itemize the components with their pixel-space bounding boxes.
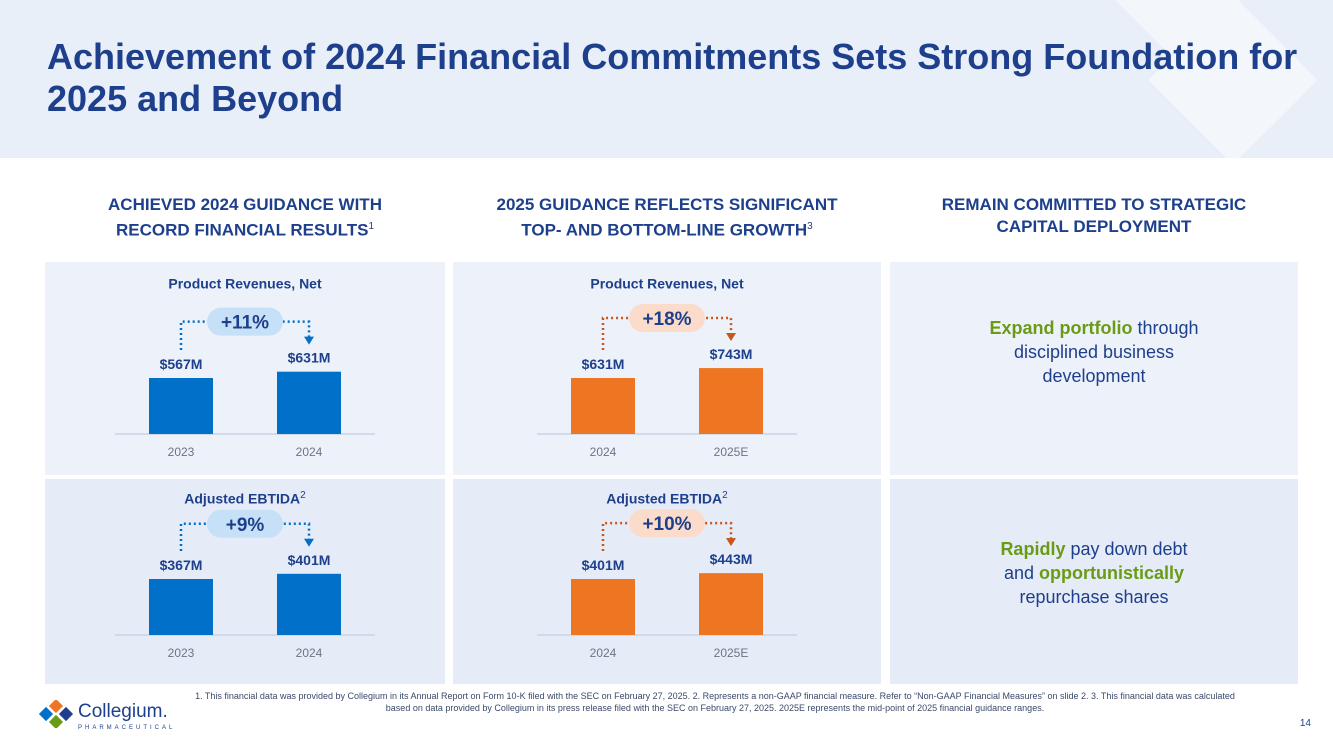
bar-2023 bbox=[149, 579, 213, 635]
data-label: $631M bbox=[582, 356, 625, 372]
page-title: Achievement of 2024 Financial Commitment… bbox=[47, 36, 1298, 119]
chart-title: Adjusted EBTIDA2 bbox=[453, 490, 881, 507]
strategy-section-debt: Rapidly pay down debt and opportunistica… bbox=[890, 479, 1298, 684]
growth-arrow-head bbox=[304, 538, 314, 547]
tick-label: 2025E bbox=[714, 445, 749, 459]
heading-line-2: TOP- AND BOTTOM-LINE GROWTH bbox=[521, 220, 808, 240]
strategy-text: and bbox=[1003, 563, 1040, 583]
strategy-text-portfolio: Expand portfolio through disciplined bus… bbox=[890, 316, 1298, 388]
growth-label: +9% bbox=[226, 515, 265, 536]
heading-line-2: CAPITAL DEPLOYMENT bbox=[996, 217, 1192, 236]
logo-subtitle: PHARMACEUTICAL bbox=[78, 725, 176, 731]
panel-heading: ACHIEVED 2024 GUIDANCE WITH RECORD FINAN… bbox=[45, 194, 445, 242]
data-label: $401M bbox=[288, 552, 331, 568]
growth-label: +10% bbox=[642, 514, 691, 535]
panel-2025-guidance: 2025 GUIDANCE REFLECTS SIGNIFICANT TOP- … bbox=[453, 164, 881, 684]
strategy-text: pay down debt bbox=[1065, 539, 1188, 559]
data-label: $743M bbox=[710, 346, 753, 362]
chart-title-text: Adjusted EBTIDA bbox=[184, 490, 301, 507]
bar-2024 bbox=[277, 573, 341, 635]
chart-title: Product Revenues, Net bbox=[45, 275, 445, 292]
bar-chart-ebitda-2024-2025e: $401M 2024 $443M 2025E +10% bbox=[537, 509, 797, 660]
page-number: 14 bbox=[1299, 718, 1311, 729]
chart-title-sup: 2 bbox=[300, 490, 306, 501]
panel-heading: 2025 GUIDANCE REFLECTS SIGNIFICANT TOP- … bbox=[453, 194, 881, 242]
strategy-section-portfolio: Expand portfolio through disciplined bus… bbox=[890, 262, 1298, 475]
data-label: $567M bbox=[160, 356, 203, 372]
footnote-ref: 3 bbox=[807, 221, 813, 232]
panel-2024-results: ACHIEVED 2024 GUIDANCE WITH RECORD FINAN… bbox=[45, 164, 445, 684]
growth-label: +18% bbox=[642, 309, 691, 330]
chart-section-ebitda: Adjusted EBTIDA2 $367M 2023 $401M 2024 +9% bbox=[45, 479, 445, 684]
growth-arrow-head bbox=[726, 538, 736, 547]
bar-2023 bbox=[149, 378, 213, 434]
growth-pill bbox=[207, 307, 283, 336]
bar-2024 bbox=[571, 378, 635, 434]
strategy-highlight: Rapidly bbox=[1000, 539, 1066, 559]
growth-pill bbox=[629, 304, 705, 333]
logo-name: Collegium. bbox=[78, 701, 168, 722]
strategy-text: repurchase shares bbox=[1019, 587, 1169, 607]
bar-chart-ebitda-2023-2024: $367M 2023 $401M 2024 +9% bbox=[115, 509, 375, 660]
growth-pill bbox=[629, 509, 705, 538]
growth-label: +11% bbox=[221, 313, 269, 334]
data-label: $367M bbox=[160, 557, 203, 573]
tick-label: 2024 bbox=[590, 646, 617, 660]
data-label: $631M bbox=[288, 350, 331, 366]
bar-2024 bbox=[571, 579, 635, 635]
panel-capital-deployment: REMAIN COMMITTED TO STRATEGIC CAPITAL DE… bbox=[890, 164, 1298, 684]
chart-section-revenue: Product Revenues, Net $567M 2023 $631M 2024… bbox=[45, 262, 445, 475]
tick-label: 2024 bbox=[296, 646, 323, 660]
bar-2024 bbox=[277, 371, 341, 434]
bar-2025e bbox=[699, 573, 763, 635]
footer-band bbox=[0, 684, 1333, 749]
tick-label: 2024 bbox=[296, 445, 323, 459]
data-label: $401M bbox=[582, 557, 625, 573]
chart-section-ebitda: Adjusted EBTIDA2 $401M 2024 $443M 2025E +10% bbox=[453, 479, 881, 684]
heading-line-2: RECORD FINANCIAL RESULTS bbox=[115, 220, 369, 240]
panel-heading-bg bbox=[453, 164, 881, 262]
chart-title-text: Product Revenues, Net bbox=[590, 275, 744, 292]
panel-heading: REMAIN COMMITTED TO STRATEGIC CAPITAL DE… bbox=[890, 194, 1298, 238]
growth-pill bbox=[207, 509, 283, 538]
chart-title: Product Revenues, Net bbox=[453, 275, 881, 292]
growth-arrow-head bbox=[726, 333, 736, 342]
tick-label: 2023 bbox=[168, 646, 195, 660]
strategy-text: development bbox=[1042, 366, 1146, 386]
strategy-highlight: opportunistically bbox=[1039, 563, 1185, 583]
chart-section-revenue: Product Revenues, Net $631M 2024 $743M 2025… bbox=[453, 262, 881, 475]
footnote: 1. This financial data was provided by C… bbox=[195, 691, 1235, 713]
footnote-ref: 1 bbox=[368, 221, 375, 232]
chart-title-text: Product Revenues, Net bbox=[168, 275, 322, 292]
chart-title: Adjusted EBTIDA2 bbox=[45, 490, 445, 507]
bar-chart-revenue-2023-2024: $567M 2023 $631M 2024 +11% bbox=[115, 307, 375, 459]
header-band bbox=[0, 0, 1333, 158]
heading-line-1: ACHIEVED 2024 GUIDANCE WITH bbox=[108, 195, 382, 214]
chart-title-text: Adjusted EBTIDA bbox=[606, 490, 723, 507]
bar-2025e bbox=[699, 368, 763, 434]
heading-line-1: 2025 GUIDANCE REFLECTS SIGNIFICANT bbox=[496, 195, 838, 214]
strategy-highlight: Expand portfolio bbox=[989, 318, 1133, 338]
strategy-text: through bbox=[1132, 318, 1199, 338]
chart-title-sup: 2 bbox=[722, 490, 728, 501]
bar-chart-revenue-2024-2025e: $631M 2024 $743M 2025E +18% bbox=[537, 304, 797, 459]
tick-label: 2024 bbox=[590, 445, 617, 459]
strategy-text: disciplined business bbox=[1013, 342, 1175, 362]
strategy-text-debt: Rapidly pay down debt and opportunistica… bbox=[890, 537, 1298, 609]
panel-heading-bg bbox=[45, 164, 445, 262]
company-logo: Collegium. PHARMACEUTICAL bbox=[38, 697, 178, 737]
heading-line-1: REMAIN COMMITTED TO STRATEGIC bbox=[941, 195, 1247, 214]
data-label: $443M bbox=[710, 551, 753, 567]
tick-label: 2025E bbox=[714, 646, 749, 660]
panel-heading-bg bbox=[890, 164, 1298, 262]
logo-diamond-icon bbox=[38, 700, 74, 728]
tick-label: 2023 bbox=[168, 445, 195, 459]
growth-arrow-head bbox=[304, 336, 314, 345]
